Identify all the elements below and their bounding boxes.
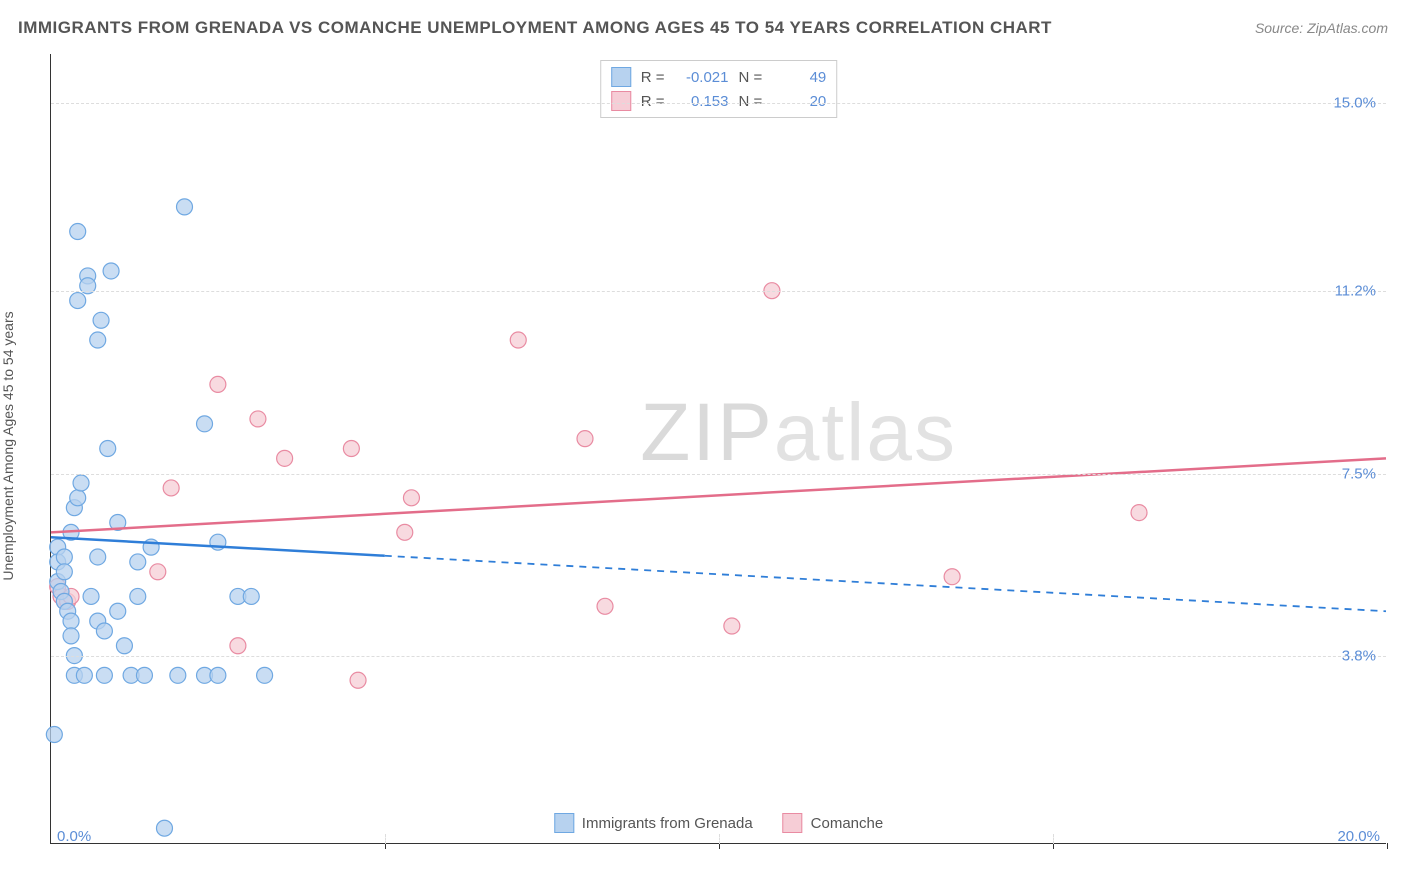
- legend-bottom-label-0: Immigrants from Grenada: [582, 815, 753, 832]
- plot-area: ZIPatlas 0.0% 20.0% R = -0.021 N = 49 R …: [50, 54, 1386, 844]
- legend-bottom-swatch-1: [783, 813, 803, 833]
- chart-header: IMMIGRANTS FROM GRENADA VS COMANCHE UNEM…: [18, 18, 1388, 38]
- gridline-h: [51, 474, 1386, 475]
- legend-stats: R = -0.021 N = 49 R = 0.153 N = 20: [600, 60, 838, 118]
- legend-r-label-1: R =: [641, 93, 665, 110]
- gridline-v: [719, 834, 720, 844]
- legend-n-value-0: 49: [772, 69, 826, 86]
- legend-n-value-1: 20: [772, 93, 826, 110]
- y-tick-label: 7.5%: [1342, 465, 1376, 482]
- gridline-h: [51, 103, 1386, 104]
- x-tick-mark: [1387, 843, 1388, 849]
- legend-series: Immigrants from Grenada Comanche: [554, 813, 883, 833]
- legend-stats-row-1: R = 0.153 N = 20: [611, 89, 827, 113]
- y-tick-label: 3.8%: [1342, 648, 1376, 665]
- chart-svg: [51, 54, 1386, 843]
- y-tick-label: 11.2%: [1335, 283, 1376, 300]
- legend-stats-row-0: R = -0.021 N = 49: [611, 65, 827, 89]
- chart-title: IMMIGRANTS FROM GRENADA VS COMANCHE UNEM…: [18, 18, 1052, 38]
- legend-bottom-label-1: Comanche: [811, 815, 884, 832]
- y-tick-label: 15.0%: [1333, 95, 1376, 112]
- legend-swatch-0: [611, 67, 631, 87]
- legend-swatch-1: [611, 91, 631, 111]
- y-axis-label: Unemployment Among Ages 45 to 54 years: [0, 311, 16, 580]
- legend-n-label-0: N =: [739, 69, 763, 86]
- legend-item-0: Immigrants from Grenada: [554, 813, 753, 833]
- gridline-v: [1053, 834, 1054, 844]
- chart-source: Source: ZipAtlas.com: [1255, 20, 1388, 36]
- x-axis-max-label: 20.0%: [1337, 828, 1380, 845]
- x-axis-min-label: 0.0%: [57, 828, 91, 845]
- gridline-h: [51, 656, 1386, 657]
- gridline-v: [385, 834, 386, 844]
- legend-r-value-1: 0.153: [675, 93, 729, 110]
- legend-n-label-1: N =: [739, 93, 763, 110]
- legend-bottom-swatch-0: [554, 813, 574, 833]
- gridline-h: [51, 291, 1386, 292]
- legend-r-label-0: R =: [641, 69, 665, 86]
- legend-r-value-0: -0.021: [675, 69, 729, 86]
- legend-item-1: Comanche: [783, 813, 884, 833]
